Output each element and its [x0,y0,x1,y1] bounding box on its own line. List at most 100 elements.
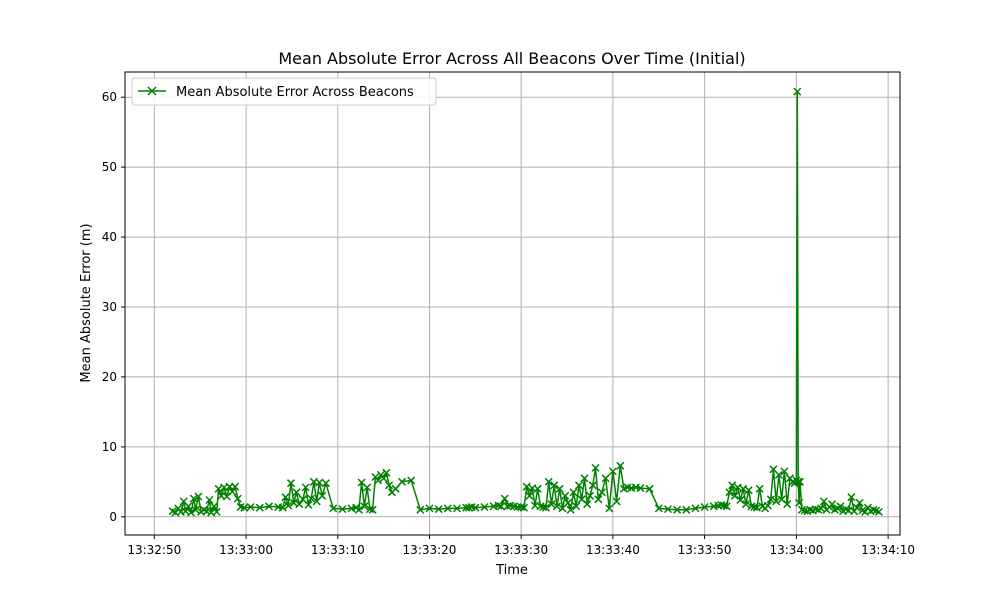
data-point [580,474,589,483]
data-point [588,481,597,490]
data-point [852,503,861,512]
data-point [500,494,509,503]
data-point [391,484,400,493]
data-point [561,491,570,500]
data-point [304,500,313,509]
data-point [741,500,750,509]
data-point [281,493,290,502]
y-tick-label: 10 [102,440,117,454]
x-tick-label: 13:33:00 [219,543,273,557]
data-point [855,498,864,507]
data-point [728,481,737,490]
data-point [736,495,745,505]
data-point [663,505,673,514]
data-point [212,507,221,516]
x-tick-label: 13:34:10 [861,543,915,557]
y-tick-label: 30 [102,300,117,314]
data-point [354,505,363,514]
x-axis-label: Time [495,563,528,578]
data-point [186,508,196,517]
data-point [550,481,559,490]
data-point [284,501,293,510]
data-point [828,500,837,509]
data-point [379,474,388,483]
x-tick-label: 13:33:20 [403,543,457,557]
data-point [295,500,304,509]
data-point [673,505,682,514]
data-point [209,502,219,511]
data-point [552,502,562,511]
data-point [869,505,878,514]
data-point [228,487,237,496]
data-point [645,484,654,493]
data-point [563,498,573,507]
data-point [793,87,802,96]
data-point [594,495,603,504]
data-point [321,479,330,488]
data-point [329,504,338,513]
data-point [616,461,625,470]
y-tick-label: 50 [102,160,117,174]
data-point [725,488,734,497]
axes: 13:32:50 13:33:00 13:33:10 13:33:20 13:33:30… [102,90,915,557]
data-point [307,494,316,503]
x-tick-label: 13:34:00 [769,543,823,557]
series-group [168,87,883,517]
data-point [255,503,264,512]
data-point [691,504,700,513]
data-point [525,491,534,500]
data-point [574,481,584,490]
data-point [700,502,709,512]
y-tick-label: 40 [102,230,117,244]
data-point [494,501,503,510]
chart-title: Mean Absolute Error Across All Beacons O… [278,49,745,68]
legend-marker [147,86,157,96]
data-point [783,500,792,509]
data-point [755,484,764,493]
data-point [464,503,473,512]
data-point [264,502,274,511]
data-point [517,502,526,512]
data-point [231,482,240,491]
data-point [533,484,542,493]
data-point [360,502,369,511]
data-point [719,501,728,510]
data-point [385,481,394,490]
data-point [654,504,663,513]
data-point [780,467,789,476]
data-point [363,483,372,492]
data-point [608,467,617,476]
data-point [365,505,374,514]
data-point [541,503,551,512]
x-tick-label: 13:33:50 [678,543,732,557]
data-point [583,500,592,509]
data-point [519,503,529,512]
legend-box [131,77,437,106]
data-point [503,502,512,511]
data-point [292,488,301,497]
data-point [452,504,462,513]
data-point [202,507,211,516]
data-point [612,497,621,506]
data-point [301,483,310,492]
data-point [189,494,198,503]
data-point [605,504,614,513]
data-point [191,505,200,514]
data-point [407,476,416,485]
data-point [315,478,324,487]
data-point [443,504,452,513]
data-point [368,505,377,514]
legend: Mean Absolute Error Across Beacons [131,77,437,106]
data-point [194,492,203,501]
data-point [382,468,391,477]
data-point [233,494,242,503]
grid [125,72,900,535]
data-point [636,484,645,493]
data-point [744,486,753,495]
data-point [547,500,556,509]
data-point [566,505,575,514]
data-point [338,505,347,514]
data-point [278,503,287,512]
data-point [397,477,407,486]
data-point [434,505,443,514]
